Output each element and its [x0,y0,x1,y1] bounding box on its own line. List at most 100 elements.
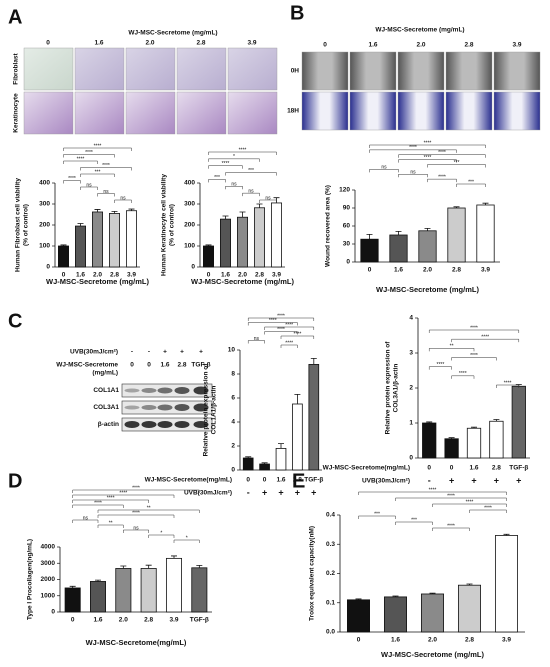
error-bar [466,583,473,586]
error-bar [426,421,433,423]
column-label: 1.6 [94,40,103,47]
micrograph [445,91,493,131]
significance-bracket [428,366,452,370]
significance-label: ns [83,515,89,521]
significance-label: *** [248,168,254,174]
bar [242,457,254,471]
condition-value: 0 [130,362,134,369]
blot-band [124,405,140,410]
significance-bracket [208,165,243,169]
y-tick-label: 100 [39,243,50,250]
significance-bracket [369,149,457,153]
y-tick-label: 200 [39,222,50,229]
significance-label: **** [429,487,437,493]
micrograph [445,51,493,91]
condition-value: 2.8 [177,362,186,369]
significance-label: **** [424,155,432,161]
bar [191,567,208,613]
micrograph [493,51,541,91]
condition-label: WJ-MSC-Secretome [56,362,118,369]
micrograph [493,91,541,131]
error-bar [482,202,489,205]
x-tick-label: 2.8 [293,477,302,484]
significance-label: **** [466,499,474,505]
condition-value: - [131,349,133,356]
micrograph [23,91,74,135]
condition-label: UVB(30mJ/cm²) [70,349,118,356]
row-label: 18H [287,108,299,115]
significance-label: **** [409,145,417,151]
error-bar [205,244,212,246]
x-tick-label: 2.8 [452,267,461,274]
bar [259,463,270,471]
y-tick-label: 2 [231,443,235,450]
error-bar [395,231,402,235]
significance-bracket [398,159,457,163]
significance-label: *** [411,517,417,523]
blot-band [174,421,190,428]
x-tick-label: 2.8 [144,617,153,624]
significance-bracket [72,489,200,493]
x-tick-label: 1.6 [394,267,403,274]
uvb-label: + [295,487,300,497]
condition-value: 1.6 [160,362,169,369]
column-label: 2.8 [196,40,205,47]
micrograph [397,91,445,131]
y-axis-label: COL3A1/β-actin [393,364,400,413]
bar [476,204,495,263]
x-tick-label: 3.9 [272,272,281,279]
micrograph [176,47,227,91]
bar [253,207,265,268]
y-axis-label: Human Fibroblast cell viability [15,178,22,272]
y-tick-label: 90 [343,205,351,212]
significance-label: * [160,530,162,536]
significance-bracket [63,154,115,158]
significance-bracket [63,147,132,151]
blot-band [174,387,190,394]
significance-bracket [72,519,99,523]
error-bar [120,565,127,569]
significance-bracket [358,515,396,519]
blot-band [193,403,209,412]
x-tick-label: 0 [207,272,211,279]
y-tick-label: 4 [409,315,413,322]
significance-bracket [80,167,132,171]
error-bar [392,595,399,597]
error-bar [196,564,203,568]
significance-label: **** [239,147,247,153]
significance-label: **** [94,500,102,506]
significance-label: *** [468,179,474,185]
x-axis-label: WJ-MSC-Secretome (mg/mL) [191,277,294,286]
bar [511,385,526,459]
y-tick-label: 2 [409,385,413,392]
column-label: 3.9 [247,40,256,47]
y-tick-label: 0 [409,455,413,462]
significance-bracket [369,169,399,173]
y-tick-label: 6 [231,395,235,402]
y-tick-label: 0.4 [326,512,335,519]
condition-value: + [180,349,184,356]
significance-bracket [280,344,298,348]
bar [360,238,379,263]
bar [64,587,81,613]
y-tick-label: 0.2 [326,570,335,577]
significance-label: **** [459,371,467,377]
x-tick-label: 2.0 [428,637,437,644]
x-tick-label: 1.6 [76,272,85,279]
x-axis-label: WJ-MSC-Secretome (mg/mL) [46,277,149,286]
y-tick-label: 300 [39,201,50,208]
significance-bracket [398,174,428,178]
y-tick-label: 4 [231,419,235,426]
x-tick-label: 1.6 [221,272,230,279]
x-tick-label: 0 [357,637,361,644]
row-label: WJ-MSC-Secretome(mg/mL) [145,477,232,484]
significance-bracket [358,491,507,495]
significance-label: **** [481,334,489,340]
error-bar [171,555,177,559]
significance-label: **** [277,313,285,319]
bar [308,363,320,471]
y-axis-label: COL1A1/β-actin [211,386,218,435]
column-label: 2.0 [145,40,154,47]
significance-bracket [456,183,486,187]
x-tick-label: 2.8 [492,465,501,472]
